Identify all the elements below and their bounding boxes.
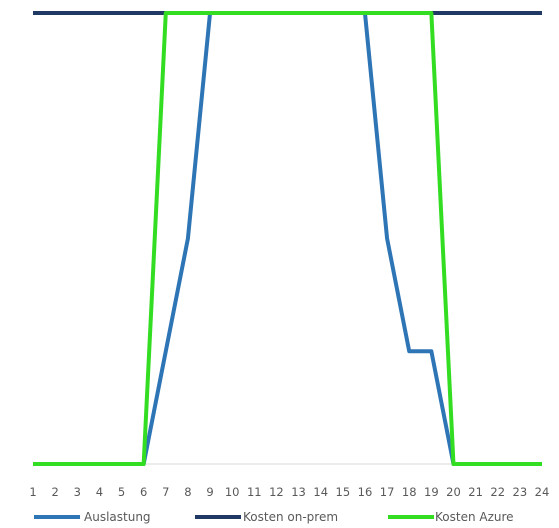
- x-tick-label: 16: [358, 485, 373, 499]
- legend-label-kosten-on-prem: Kosten on-prem: [243, 510, 338, 524]
- x-tick-label: 2: [51, 485, 58, 499]
- x-tick-label: 13: [291, 485, 306, 499]
- legend: Auslastung Kosten on-prem Kosten Azure: [34, 510, 514, 524]
- x-tick-label: 17: [380, 485, 395, 499]
- series-line-kosten-azure: [33, 11, 542, 466]
- x-tick-label: 6: [140, 485, 147, 499]
- x-tick-label: 12: [269, 485, 284, 499]
- x-tick-label: 11: [247, 485, 262, 499]
- x-tick-labels: 1 2 3 4 5 6 7 8 9 10 11 12 13 14 15 16 17 18 19 20 21 22 23 24: [29, 485, 549, 499]
- x-tick-label: 23: [513, 485, 528, 499]
- x-tick-label: 19: [424, 485, 439, 499]
- x-tick-label: 7: [162, 485, 169, 499]
- legend-label-auslastung: Auslastung: [84, 510, 151, 524]
- legend-label-kosten-azure: Kosten Azure: [435, 510, 514, 524]
- x-tick-label: 20: [446, 485, 461, 499]
- series-line-auslastung: [33, 11, 542, 466]
- series-lines: [33, 11, 542, 466]
- x-tick-label: 22: [490, 485, 505, 499]
- x-tick-label: 24: [535, 485, 550, 499]
- x-tick-label: 4: [96, 485, 103, 499]
- x-tick-label: 1: [29, 485, 36, 499]
- x-tick-label: 9: [206, 485, 213, 499]
- x-tick-label: 5: [118, 485, 125, 499]
- x-tick-label: 8: [184, 485, 191, 499]
- x-tick-label: 15: [336, 485, 351, 499]
- x-tick-label: 10: [225, 485, 240, 499]
- x-tick-label: 21: [468, 485, 483, 499]
- x-tick-label: 14: [313, 485, 328, 499]
- x-tick-label: 18: [402, 485, 417, 499]
- x-tick-label: 3: [74, 485, 81, 499]
